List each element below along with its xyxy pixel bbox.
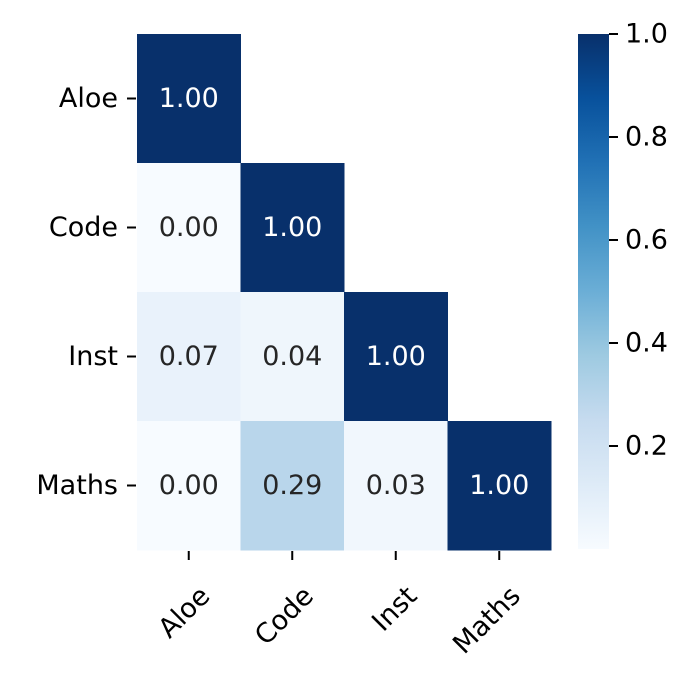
cell-value-code-code: 1.00 bbox=[262, 212, 322, 243]
cell-value-maths-inst: 0.03 bbox=[366, 470, 426, 501]
x-tick-label-maths: Maths bbox=[447, 581, 527, 661]
x-axis: Aloe Code Inst Maths bbox=[153, 551, 527, 660]
cell-value-maths-code: 0.29 bbox=[262, 470, 322, 501]
y-tick-label-maths: Maths bbox=[36, 470, 118, 501]
heatmap-cells bbox=[137, 34, 552, 551]
cell-inst-code bbox=[240, 292, 345, 422]
colorbar: 0.2 0.4 0.6 0.8 1.0 bbox=[578, 19, 668, 549]
cell-code-aloe bbox=[137, 163, 241, 293]
cell-inst-aloe bbox=[137, 292, 241, 422]
colorbar-tick-label: 0.8 bbox=[625, 122, 668, 153]
colorbar-tick-label: 0.6 bbox=[625, 225, 668, 256]
colorbar-ticks: 0.2 0.4 0.6 0.8 1.0 bbox=[609, 19, 668, 462]
cell-value-maths-maths: 1.00 bbox=[469, 470, 529, 501]
cell-inst-inst bbox=[344, 292, 448, 422]
cell-value-maths-aloe: 0.00 bbox=[159, 470, 219, 501]
cell-code-code bbox=[240, 163, 345, 293]
cell-maths-inst bbox=[344, 421, 448, 551]
y-tick-label-code: Code bbox=[49, 212, 118, 243]
x-tick-label-code: Code bbox=[249, 581, 320, 652]
x-tick-label-inst: Inst bbox=[366, 581, 423, 638]
y-tick-label-inst: Inst bbox=[68, 341, 118, 372]
colorbar-tick-label: 1.0 bbox=[625, 19, 668, 50]
cell-maths-maths bbox=[447, 421, 552, 551]
cell-maths-code bbox=[240, 421, 345, 551]
cell-value-code-aloe: 0.00 bbox=[159, 212, 219, 243]
colorbar-tick-label: 0.2 bbox=[625, 431, 668, 462]
cell-value-aloe-aloe: 1.00 bbox=[159, 83, 219, 114]
cell-aloe-aloe bbox=[137, 34, 241, 164]
cell-value-inst-aloe: 0.07 bbox=[159, 341, 219, 372]
cell-value-inst-code: 0.04 bbox=[262, 341, 322, 372]
heatmap-cell-labels: 1.00 0.00 1.00 0.07 0.04 1.00 0.00 0.29 0.03 1.00 bbox=[159, 83, 530, 501]
y-tick-label-aloe: Aloe bbox=[59, 83, 118, 114]
colorbar-gradient bbox=[578, 34, 609, 549]
x-tick-label-aloe: Aloe bbox=[153, 581, 217, 645]
y-axis: Aloe Code Inst Maths bbox=[36, 83, 136, 501]
cell-value-inst-inst: 1.00 bbox=[366, 341, 426, 372]
cell-maths-aloe bbox=[137, 421, 241, 551]
colorbar-tick-label: 0.4 bbox=[625, 328, 668, 359]
